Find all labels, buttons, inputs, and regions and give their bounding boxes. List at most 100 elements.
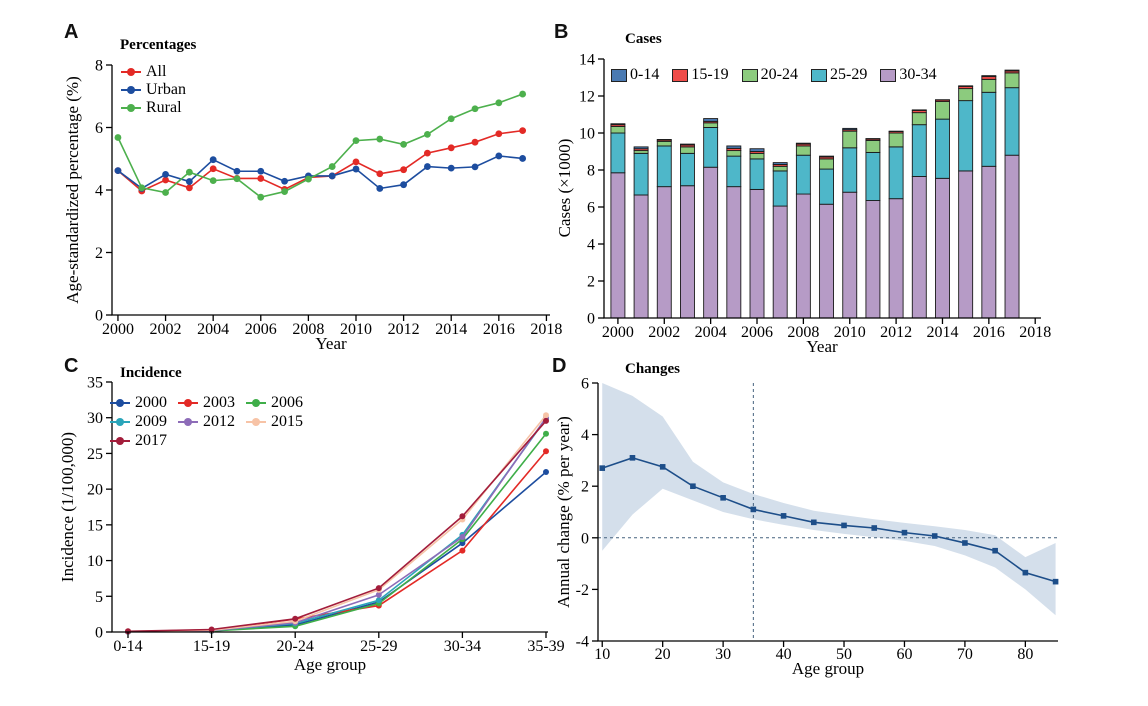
- legend-item-2006: 2006: [246, 394, 303, 412]
- axes-panel-D: [597, 383, 1058, 642]
- x-tick-label: 30: [715, 646, 731, 663]
- x-tick-label: 2004: [197, 321, 229, 338]
- data-point-Urban: [281, 177, 288, 185]
- y-tick-label: 0: [581, 530, 589, 547]
- data-point-Urban: [400, 181, 408, 189]
- legend-label: 2009: [135, 413, 167, 430]
- legend-line-dot-marker: [178, 399, 198, 407]
- bar-segment-0-14: [726, 145, 742, 149]
- legend-label: 2017: [135, 432, 167, 449]
- legend-label: Rural: [146, 99, 182, 116]
- data-point-Urban: [424, 163, 431, 170]
- legend-line-dot-marker: [121, 68, 141, 76]
- data-point-Annual change: [1022, 569, 1029, 576]
- data-point-All: [185, 184, 193, 192]
- y-tick-label: 20: [87, 482, 103, 499]
- bar-segment-30-34: [772, 205, 788, 319]
- data-point-Annual change: [720, 495, 726, 501]
- data-point-Annual change: [629, 455, 636, 461]
- y-tick-label: 14: [579, 52, 595, 69]
- data-point-2017: [208, 626, 215, 633]
- data-point-Rural: [328, 163, 336, 170]
- data-point-Rural: [185, 168, 193, 176]
- bar-segment-20-24: [749, 152, 765, 160]
- data-point-Annual change: [901, 529, 908, 536]
- bar-segment-0-14: [795, 142, 811, 145]
- data-point-Rural: [138, 184, 146, 192]
- legend-label: 2015: [271, 413, 303, 430]
- x-tick-label: 40: [776, 646, 792, 663]
- bar-segment-20-24: [1004, 72, 1020, 89]
- y-tick-label: 2: [587, 274, 595, 291]
- panel-d-letter: D: [552, 355, 567, 377]
- data-point-Urban: [114, 167, 122, 175]
- bar-segment-30-34: [911, 176, 927, 319]
- y-axis-label: Incidence (1/100,000): [58, 432, 77, 582]
- x-tick-label: 20-24: [277, 638, 314, 655]
- data-point-Rural: [447, 115, 455, 123]
- bar-segment-20-24: [610, 126, 626, 134]
- data-point-2003: [459, 547, 466, 554]
- x-tick-label: 2014: [435, 321, 467, 338]
- data-point-Urban: [162, 170, 169, 178]
- bar-segment-20-24: [819, 158, 835, 170]
- x-tick-label: 2014: [926, 324, 958, 341]
- legend-swatch: [880, 68, 897, 82]
- data-point-Rural: [304, 175, 312, 183]
- bar-segment-0-14: [842, 127, 858, 131]
- data-point-2017: [292, 615, 299, 622]
- x-tick-label: 20: [655, 646, 671, 663]
- bar-segment-20-24: [703, 122, 719, 128]
- data-point-Annual change: [690, 483, 696, 489]
- bar-segment-20-24: [981, 78, 997, 93]
- bar-segment-25-29: [865, 151, 881, 201]
- data-point-Annual change: [992, 547, 998, 554]
- y-tick-label: 12: [579, 89, 595, 106]
- data-point-Annual change: [599, 465, 606, 471]
- legend-title-percentages: Percentages: [120, 37, 197, 53]
- y-tick-label: -4: [576, 634, 589, 651]
- bar-segment-20-24: [726, 150, 742, 157]
- legend-label: 20-24: [760, 66, 798, 83]
- data-point-Rural: [352, 137, 360, 145]
- legend-item-0-14: 0-14: [611, 67, 659, 83]
- data-point-2012: [375, 591, 382, 598]
- legend-title-incidence: Incidence: [120, 365, 182, 381]
- legend-swatch: [810, 68, 827, 82]
- legend-swatch: [672, 68, 689, 82]
- bar-segment-30-34: [888, 198, 904, 319]
- y-tick-label: 6: [587, 200, 595, 217]
- y-tick-label: 0: [95, 625, 103, 642]
- data-point-2017: [375, 585, 382, 592]
- x-tick-label: 2016: [483, 321, 515, 338]
- legend-item-20-24: 20-24: [741, 66, 798, 83]
- y-tick-label: 4: [587, 237, 595, 254]
- legend-item-urban: Urban: [121, 81, 186, 99]
- legend-panel-c: 2000 2003 2006 2009 2012 2015 2017: [110, 394, 303, 450]
- data-point-2017: [459, 513, 466, 520]
- data-point-All: [352, 158, 360, 166]
- data-point-All: [471, 138, 479, 146]
- bar-segment-0-14: [633, 146, 649, 150]
- data-point-All: [257, 175, 265, 182]
- series-line-2000: [127, 471, 547, 633]
- data-point-2017: [125, 628, 131, 635]
- data-point-2017: [543, 417, 549, 424]
- bar-segment-30-34: [935, 177, 950, 319]
- data-point-Urban: [257, 167, 265, 175]
- bar-segment-20-24: [842, 130, 858, 149]
- data-point-2009: [375, 597, 382, 604]
- data-point-Rural: [209, 177, 217, 185]
- data-point-Annual change: [1052, 578, 1059, 585]
- y-tick-label: 10: [87, 553, 103, 570]
- series-line-Annual change: [601, 456, 1056, 583]
- legend-swatch: [611, 68, 627, 82]
- data-point-Annual change: [659, 464, 666, 470]
- data-point-Rural: [424, 130, 431, 138]
- bar-segment-30-34: [633, 194, 649, 319]
- data-point-Urban: [447, 164, 455, 172]
- data-point-Urban: [471, 163, 479, 171]
- data-point-Rural: [162, 189, 169, 196]
- data-point-Rural: [281, 188, 288, 195]
- x-axis-label: Age group: [294, 655, 366, 674]
